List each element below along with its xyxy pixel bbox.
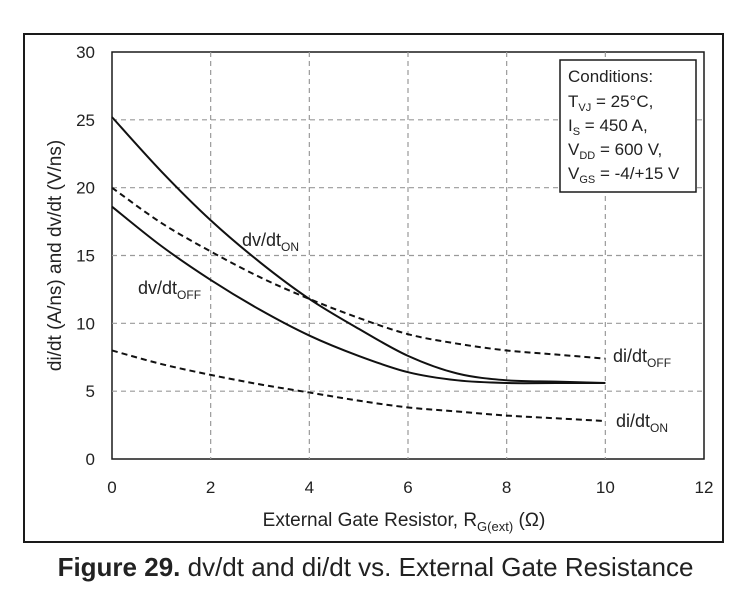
- conditions-value: = 25°C,: [591, 92, 653, 111]
- conditions-line: IS = 450 A,: [568, 116, 648, 138]
- figure-caption-text: dv/dt and di/dt vs. External Gate Resist…: [180, 552, 694, 582]
- series-label-main: di/dt: [616, 411, 650, 431]
- series-label-main: dv/dt: [138, 278, 177, 298]
- conditions-value: = 450 A,: [580, 116, 648, 135]
- series-group: [111, 116, 606, 423]
- series-label-main: dv/dt: [242, 230, 281, 250]
- y-tick-label: 30: [76, 43, 95, 62]
- conditions-subscript: DD: [579, 150, 595, 162]
- figure-caption: Figure 29. dv/dt and di/dt vs. External …: [0, 552, 751, 583]
- x-axis-label-unit: (Ω): [513, 510, 545, 531]
- axis-ticks: 0 2 4 6 8 10 12 0 5 10 15 20 25 30: [76, 43, 713, 497]
- series-label-main: di/dt: [613, 346, 647, 366]
- series-line-didt-on-dashed: [111, 349, 606, 423]
- chart-frame: [23, 33, 724, 543]
- figure-label: Figure 29.: [57, 552, 181, 582]
- series-line-didt-off-dashed: [111, 186, 606, 360]
- series-line-dvdt-off-solid: [111, 205, 606, 385]
- conditions-line: VDD = 600 V,: [568, 140, 662, 162]
- conditions-box: Conditions:TVJ = 25°C,IS = 450 A,VDD = 6…: [559, 59, 697, 193]
- x-tick-label: 12: [695, 478, 714, 497]
- x-tick-label: 8: [502, 478, 511, 497]
- conditions-line: VGS = -4/+15 V: [568, 164, 680, 186]
- series-label-sub: OFF: [647, 356, 671, 370]
- series-label: di/dtOFF: [613, 346, 671, 370]
- conditions-title: Conditions:: [568, 67, 653, 86]
- series-label-sub: ON: [281, 240, 299, 254]
- conditions-symbol: T: [568, 92, 578, 111]
- y-tick-label: 5: [86, 382, 95, 401]
- x-axis-label: External Gate Resistor, RG(ext) (Ω): [263, 510, 546, 534]
- x-tick-label: 4: [305, 478, 314, 497]
- conditions-subscript: GS: [579, 174, 595, 186]
- conditions-symbol: V: [568, 140, 580, 159]
- x-axis-label-main: External Gate Resistor, R: [263, 510, 477, 531]
- x-tick-label: 6: [403, 478, 412, 497]
- x-tick-label: 2: [206, 478, 215, 497]
- y-tick-label: 10: [76, 314, 95, 333]
- x-tick-label: 0: [107, 478, 116, 497]
- y-tick-label: 15: [76, 247, 95, 266]
- conditions-symbol: V: [568, 164, 580, 183]
- y-tick-label: 20: [76, 179, 95, 198]
- conditions-subscript: S: [573, 126, 580, 138]
- series-label: di/dtON: [616, 411, 668, 435]
- series-label: dv/dtON: [242, 230, 299, 254]
- conditions-value: = -4/+15 V: [595, 164, 680, 183]
- conditions-subscript: VJ: [578, 102, 591, 114]
- conditions-value: = 600 V,: [595, 140, 662, 159]
- series-label-sub: OFF: [177, 288, 201, 302]
- series-label-sub: ON: [650, 421, 668, 435]
- series-line-dvdt-on-solid: [111, 116, 606, 385]
- x-tick-label: 10: [596, 478, 615, 497]
- conditions-box-border: [559, 59, 697, 193]
- conditions-line: TVJ = 25°C,: [568, 92, 653, 114]
- y-tick-label: 25: [76, 111, 95, 130]
- x-axis-label-sub: G(ext): [477, 519, 513, 534]
- conditions-symbol: I: [568, 116, 573, 135]
- series-label: dv/dtOFF: [138, 278, 201, 302]
- y-axis-label: di/dt (A/ns) and dv/dt (V/ns): [45, 140, 66, 371]
- y-tick-label: 0: [86, 450, 95, 469]
